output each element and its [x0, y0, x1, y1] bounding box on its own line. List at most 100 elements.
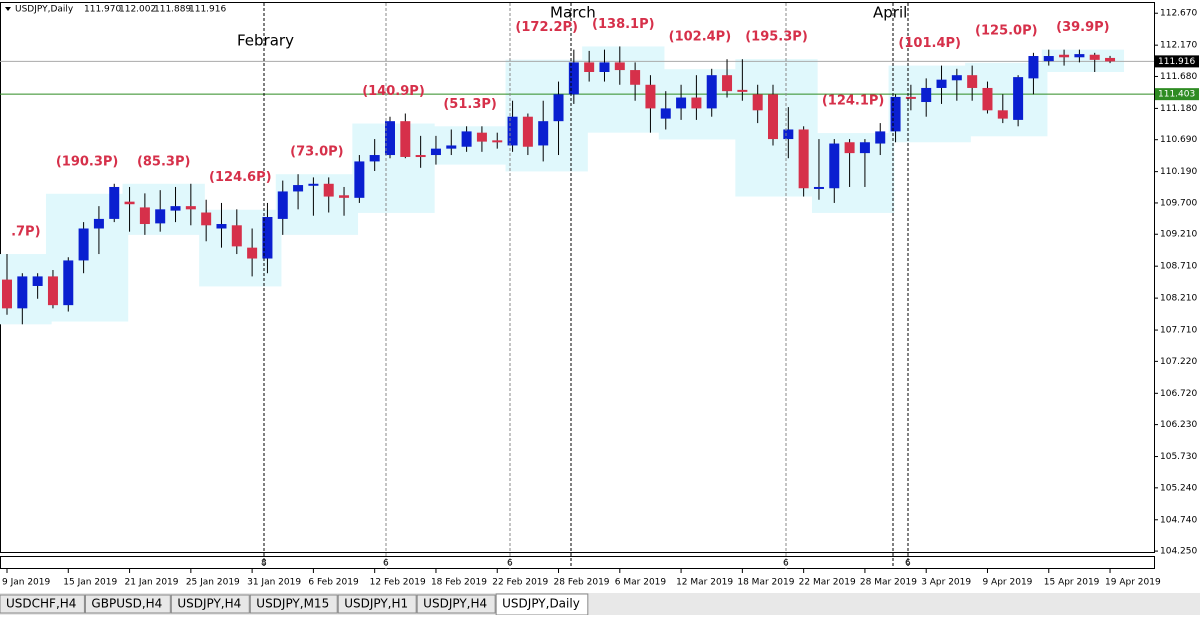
tab-label[interactable]: USDJPY,H4	[177, 597, 241, 611]
candle-body	[1059, 54, 1070, 58]
tab-box[interactable]	[84, 594, 171, 614]
candle-body	[216, 224, 227, 229]
y-tick-label: 104.250	[1160, 547, 1197, 557]
y-tick-label: 108.710	[1160, 262, 1197, 272]
tab-box[interactable]	[337, 594, 417, 614]
tab[interactable]: USDJPY,H4	[416, 594, 496, 614]
range-label: (124.1P)	[822, 94, 885, 109]
candle-body	[737, 89, 748, 92]
tab-box[interactable]	[249, 594, 338, 614]
tab-label[interactable]: USDCHF,H4	[6, 597, 76, 611]
price-tag-label: 111.916	[1158, 57, 1195, 67]
candle-body	[660, 108, 671, 119]
candle-body	[905, 96, 916, 99]
x-tick-label: 21 Jan 2019	[125, 578, 179, 588]
candle-body	[339, 195, 350, 198]
y-tick-label: 105.240	[1160, 483, 1197, 493]
x-tick-label: 6 Feb 2019	[308, 578, 359, 588]
candle-body	[722, 75, 733, 92]
tab[interactable]: USDJPY,H4	[170, 594, 250, 614]
candle-body	[1089, 54, 1100, 60]
period-marker: 6	[507, 559, 513, 569]
candle-body	[967, 75, 978, 88]
candle-body	[507, 116, 518, 146]
tab[interactable]: USDCHF,H4	[0, 594, 85, 614]
tab-label[interactable]: USDJPY,H4	[423, 597, 487, 611]
candle-body	[997, 110, 1008, 119]
candle-body	[614, 62, 625, 71]
candle-body	[798, 129, 809, 189]
range-label: (125.0P)	[975, 23, 1038, 38]
candle-body	[921, 87, 932, 103]
candle-body	[645, 84, 656, 109]
candle-body	[783, 129, 794, 140]
candle-body	[400, 121, 411, 157]
candle-body	[155, 209, 166, 224]
candle-body	[2, 279, 12, 309]
candle-body	[323, 183, 334, 197]
candle-body	[385, 121, 395, 156]
x-tick-label: 12 Feb 2019	[370, 578, 426, 588]
candle-body	[461, 131, 472, 147]
x-tick-label: 22 Feb 2019	[492, 578, 548, 588]
candle-body	[813, 186, 824, 189]
candle-body	[32, 276, 43, 286]
tab[interactable]: USDJPY,M15	[249, 594, 338, 614]
tab-label[interactable]: USDJPY,Daily	[502, 597, 580, 611]
x-tick-label: 18 Mar 2019	[737, 578, 794, 588]
header-ohlc: 112.002	[119, 5, 156, 15]
candle-body	[354, 161, 365, 198]
candle-body	[492, 140, 503, 143]
sub-panel	[0, 556, 1155, 569]
candle-body	[584, 62, 595, 72]
candle-body	[63, 260, 74, 306]
menu-arrow[interactable]	[5, 7, 11, 11]
y-tick-label: 112.670	[1160, 9, 1197, 19]
month-label: Febrary	[237, 32, 294, 50]
tab-label[interactable]: GBPUSD,H4	[91, 597, 162, 611]
x-tick-label: 28 Feb 2019	[554, 578, 610, 588]
tab-box[interactable]	[170, 594, 250, 614]
tab-label[interactable]: USDJPY,H1	[344, 597, 408, 611]
candle-body	[706, 75, 717, 109]
month-label: April	[873, 4, 907, 22]
range-label: (124.6P)	[209, 170, 272, 185]
y-tick-label: 108.210	[1160, 294, 1197, 304]
tab[interactable]: USDJPY,Daily	[495, 593, 589, 616]
x-tick-label: 19 Apr 2019	[1105, 578, 1161, 588]
tab[interactable]: GBPUSD,H4	[84, 594, 171, 614]
range-label: (101.4P)	[898, 36, 961, 51]
candle-body	[231, 225, 242, 247]
range-label: (73.0P)	[290, 145, 344, 160]
tab-box[interactable]	[416, 594, 496, 614]
candle-body	[446, 145, 457, 149]
candle-body	[568, 62, 579, 95]
y-tick-label: 111.680	[1160, 72, 1197, 82]
x-tick-label: 15 Apr 2019	[1044, 578, 1100, 588]
range-label: (138.1P)	[592, 17, 655, 32]
tab[interactable]: USDJPY,H1	[337, 594, 417, 614]
candle-body	[844, 142, 855, 154]
range-label: (140.9P)	[362, 84, 425, 99]
period-marker: 8	[261, 559, 267, 569]
x-tick-label: 18 Feb 2019	[431, 578, 487, 588]
tab-label[interactable]: USDJPY,M15	[256, 597, 329, 611]
period-marker: 6	[383, 559, 389, 569]
candle-body	[875, 131, 886, 144]
candle-body	[630, 70, 641, 85]
y-tick-label: 112.170	[1160, 41, 1197, 51]
level-tag	[1155, 88, 1199, 101]
tab-box[interactable]	[0, 594, 85, 614]
weekly-range	[275, 174, 359, 235]
y-tick-label: 106.230	[1160, 420, 1197, 430]
y-tick-label: 106.720	[1160, 389, 1197, 399]
range-label: .7P)	[11, 225, 40, 240]
candle-body	[170, 206, 181, 211]
price-tag	[1155, 55, 1199, 68]
candle-body	[1028, 56, 1039, 79]
header-ohlc: 111.916	[189, 5, 226, 15]
x-tick-label: 3 Apr 2019	[921, 578, 971, 588]
candle-body	[124, 201, 135, 205]
candle-body	[522, 116, 533, 147]
